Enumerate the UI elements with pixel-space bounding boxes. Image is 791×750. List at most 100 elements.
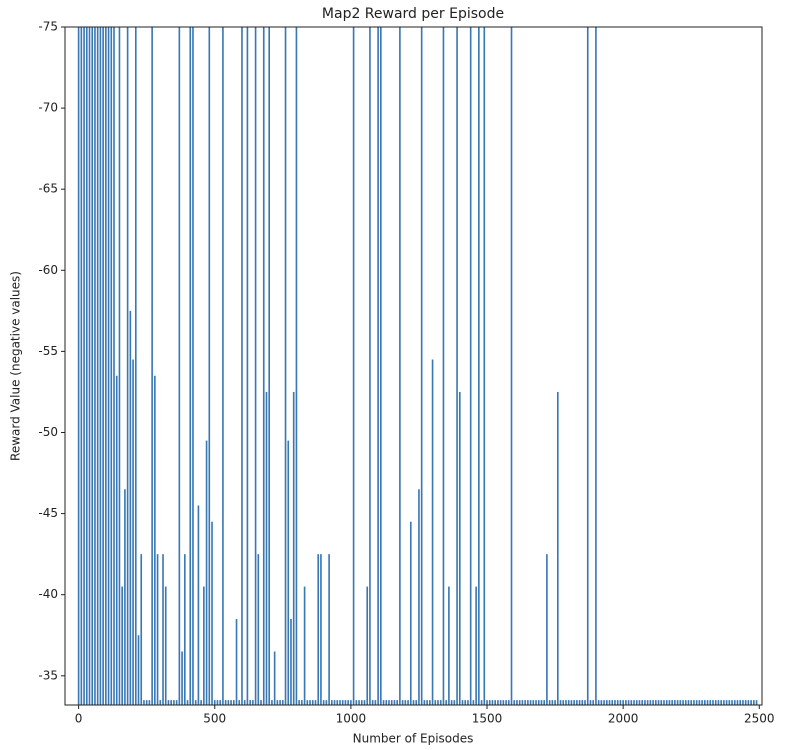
bar [497, 700, 499, 705]
bar [407, 700, 409, 705]
bar [660, 700, 663, 705]
bar [262, 27, 265, 705]
bar [77, 27, 80, 705]
bar [570, 700, 573, 705]
bar [205, 440, 208, 705]
bar [287, 440, 290, 705]
bar [254, 27, 257, 705]
x-tick-label: 500 [203, 712, 226, 726]
bar [439, 700, 442, 705]
bar [445, 700, 447, 705]
bar [633, 700, 635, 705]
bar [567, 700, 570, 705]
bar [535, 700, 537, 705]
x-tick-label: 0 [75, 712, 83, 726]
bar [543, 700, 546, 705]
bar [483, 27, 486, 705]
bar [290, 619, 292, 705]
y-tick-label: -35 [38, 668, 58, 682]
bar [494, 700, 496, 705]
bar [281, 700, 284, 705]
bar [143, 700, 145, 705]
bar [521, 700, 524, 705]
bar [693, 700, 695, 705]
bar [502, 700, 505, 705]
bar [603, 700, 605, 705]
bar [744, 700, 747, 705]
bar [366, 586, 369, 705]
bar [442, 27, 445, 705]
bar [399, 27, 401, 705]
bar [243, 700, 246, 705]
bar [665, 700, 668, 705]
bar [546, 554, 548, 705]
bar [401, 700, 404, 705]
bar [279, 700, 281, 705]
bar [731, 700, 733, 705]
bar [480, 700, 483, 705]
x-tick-label: 2500 [744, 712, 775, 726]
bar [388, 700, 390, 705]
y-tick-label: -55 [38, 344, 58, 358]
bar [448, 586, 450, 705]
bar [390, 700, 393, 705]
y-tick-label: -70 [38, 101, 58, 115]
bar [453, 700, 456, 705]
bar [360, 700, 363, 705]
bar [317, 554, 320, 705]
bar [216, 700, 219, 705]
bar [695, 700, 698, 705]
bar [303, 586, 306, 705]
bar [333, 700, 336, 705]
bar [322, 700, 325, 705]
bar [211, 521, 213, 705]
bar [646, 700, 649, 705]
bar [178, 27, 181, 705]
bar [548, 700, 551, 705]
bars [77, 27, 758, 705]
bar [682, 700, 684, 705]
bar [186, 700, 189, 705]
bar [295, 27, 298, 705]
bar [159, 700, 162, 705]
bar [156, 554, 159, 705]
bar [418, 489, 420, 705]
bar [219, 700, 222, 705]
bar [107, 27, 110, 705]
bar [232, 700, 235, 705]
bar [339, 700, 341, 705]
bar [292, 391, 295, 705]
y-axis-label: Reward Value (negative values) [9, 271, 23, 461]
bar [213, 700, 216, 705]
bar [94, 27, 96, 705]
bar [276, 700, 279, 705]
y-tick-label: -50 [38, 425, 58, 439]
y-tick-label: -45 [38, 506, 58, 520]
bar [105, 27, 107, 705]
bar [412, 700, 415, 705]
bar [537, 700, 540, 705]
bar [755, 700, 758, 705]
bar [733, 700, 736, 705]
bar [325, 700, 328, 705]
bar [126, 27, 129, 705]
bar [562, 700, 565, 705]
x-tick-label: 1500 [472, 712, 503, 726]
bar [714, 700, 717, 705]
bar [320, 554, 322, 705]
bar [478, 27, 480, 705]
bar [641, 700, 644, 705]
bar [671, 700, 673, 705]
bar [241, 27, 243, 705]
bar [167, 700, 170, 705]
x-tick-label: 1000 [336, 712, 367, 726]
bar [698, 700, 701, 705]
bar [747, 700, 750, 705]
bar [252, 700, 254, 705]
bar [423, 700, 426, 705]
bar [556, 391, 559, 705]
bar [371, 700, 374, 705]
bar [486, 700, 488, 705]
bar [309, 700, 311, 705]
bar [559, 700, 562, 705]
